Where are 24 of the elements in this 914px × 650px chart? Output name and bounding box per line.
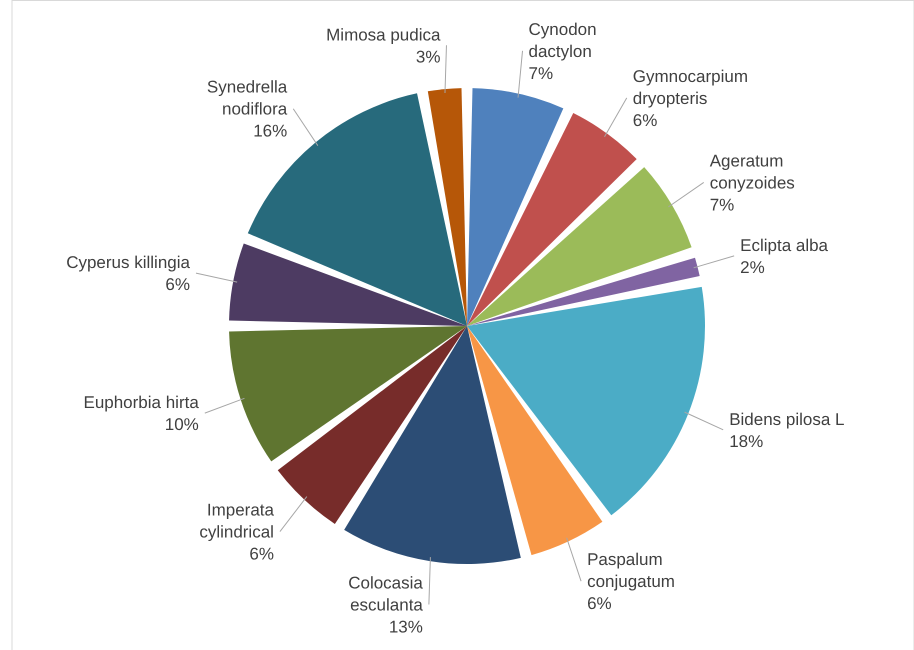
slice-label: Imperata cylindrical bbox=[199, 500, 274, 542]
data-label: 6% bbox=[249, 544, 274, 564]
slice-label: Paspalum conjugatum bbox=[587, 550, 675, 592]
data-label: 7% bbox=[710, 195, 734, 214]
slice-label: Mimosa pudica bbox=[326, 25, 442, 44]
data-label: 7% bbox=[528, 64, 554, 83]
data-label: 2% bbox=[740, 258, 765, 277]
slice-label: Ageratum conyzoides bbox=[710, 151, 795, 192]
data-label: 16% bbox=[253, 122, 288, 141]
slice-label: Eclipta alba bbox=[740, 236, 829, 255]
data-label: 18% bbox=[729, 432, 764, 451]
data-label: 10% bbox=[164, 415, 199, 434]
slice-label: Euphorbia hirta bbox=[83, 393, 200, 412]
slice-label: Cyperus killingia bbox=[66, 253, 191, 272]
data-label: 6% bbox=[632, 110, 658, 130]
slice-label: Bidens pilosa L bbox=[729, 410, 845, 429]
slice-label: Synedrella nodiflora bbox=[206, 78, 288, 119]
slice-label: Colocasia esculanta bbox=[348, 574, 424, 615]
data-label: 13% bbox=[388, 618, 423, 637]
slice-label: Gymnocarpium dryopteris bbox=[632, 66, 748, 108]
data-label: 6% bbox=[587, 594, 612, 614]
data-label: 3% bbox=[416, 47, 440, 66]
data-label: 6% bbox=[165, 275, 190, 294]
slice-label: Cynodon dactylon bbox=[528, 20, 597, 61]
